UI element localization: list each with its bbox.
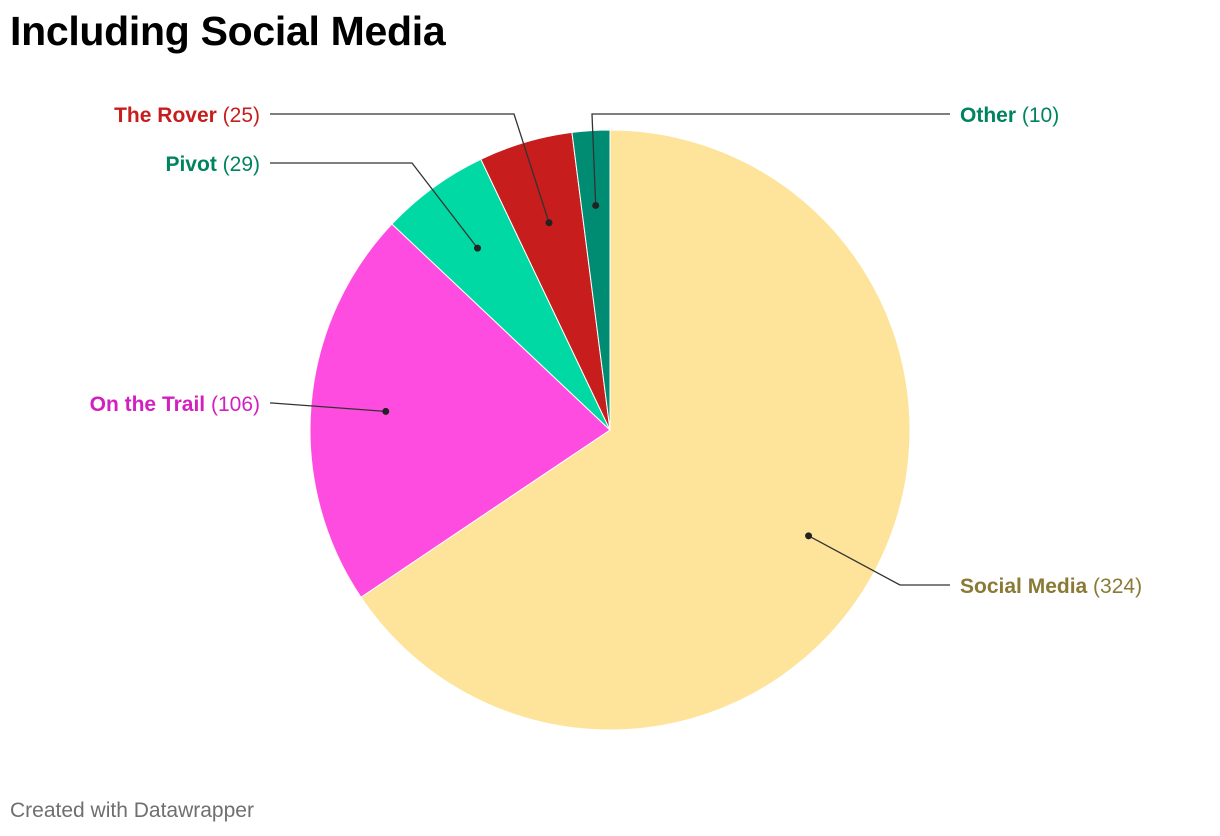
leader-line-pivot [270, 162, 479, 249]
leader-lines [270, 113, 950, 586]
datawrapper-credit[interactable]: Created with Datawrapper [10, 799, 254, 822]
slice-label-pivot: Pivot (29) [165, 153, 260, 176]
leader-line-other [591, 113, 950, 206]
slice-label-value: (29) [217, 153, 260, 176]
chart-title: Including Social Media [10, 8, 446, 54]
leader-line-the-rover [270, 113, 550, 223]
pie-slices [309, 129, 911, 731]
slice-label-other: Other (10) [960, 104, 1059, 127]
slice-label-name: Pivot [165, 153, 216, 176]
pie-slice-other[interactable] [571, 129, 611, 431]
slice-label-name: On the Trail [90, 393, 206, 416]
slice-label-on-the-trail: On the Trail (106) [90, 393, 260, 416]
leader-dot-social-media [805, 532, 813, 540]
leader-line-social-media [808, 535, 950, 586]
leader-dot-other [592, 201, 600, 209]
slice-label-the-rover: The Rover (25) [114, 104, 260, 127]
slice-label-value: (106) [205, 393, 260, 416]
leader-dot-pivot [474, 244, 482, 252]
leader-dot-on-the-trail [382, 407, 390, 415]
slice-label-name: Social Media [960, 575, 1088, 598]
leader-dot-the-rover [545, 219, 553, 227]
slice-labels: Social Media (324) On the Trail (106) Pivo… [90, 104, 1142, 598]
slice-label-social-media: Social Media (324) [960, 575, 1142, 598]
pie-slice-on-the-trail[interactable] [309, 223, 611, 598]
leader-line-on-the-trail [270, 402, 386, 413]
slice-label-name: Other [960, 104, 1016, 127]
slice-label-value: (25) [217, 104, 260, 127]
slice-label-value: (10) [1016, 104, 1059, 127]
slice-label-value: (324) [1087, 575, 1142, 598]
slice-label-name: The Rover [114, 104, 217, 127]
